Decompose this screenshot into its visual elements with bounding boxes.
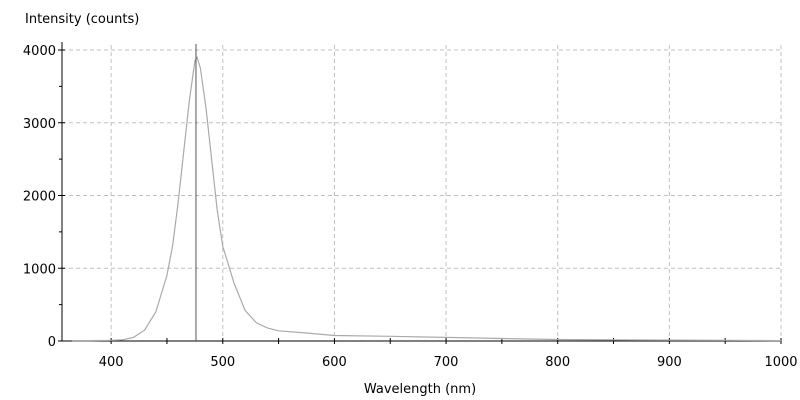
x-tick-label: 800 bbox=[545, 355, 570, 370]
x-tick-label: 400 bbox=[99, 355, 124, 370]
x-tick-label: 1000 bbox=[764, 355, 797, 370]
x-tick-label: 900 bbox=[657, 355, 682, 370]
spectrum-line bbox=[72, 55, 782, 342]
y-tick-label: 4000 bbox=[23, 44, 56, 59]
grid bbox=[62, 45, 782, 341]
y-tick-label: 2000 bbox=[23, 190, 56, 205]
y-tick-label: 0 bbox=[48, 335, 56, 350]
y-axis-label: Intensity (counts) bbox=[25, 12, 139, 27]
x-tick-label: 700 bbox=[434, 355, 459, 370]
x-tick-label: 600 bbox=[322, 355, 347, 370]
x-axis-label: Wavelength (nm) bbox=[364, 382, 476, 397]
axes: 400 500 600 700 800 900 1000 0 1000 2000 3000 4000 bbox=[23, 42, 798, 370]
y-tick-label: 1000 bbox=[23, 262, 56, 277]
series bbox=[72, 44, 782, 342]
y-tick-label: 3000 bbox=[23, 117, 56, 132]
x-tick-label: 500 bbox=[210, 355, 235, 370]
